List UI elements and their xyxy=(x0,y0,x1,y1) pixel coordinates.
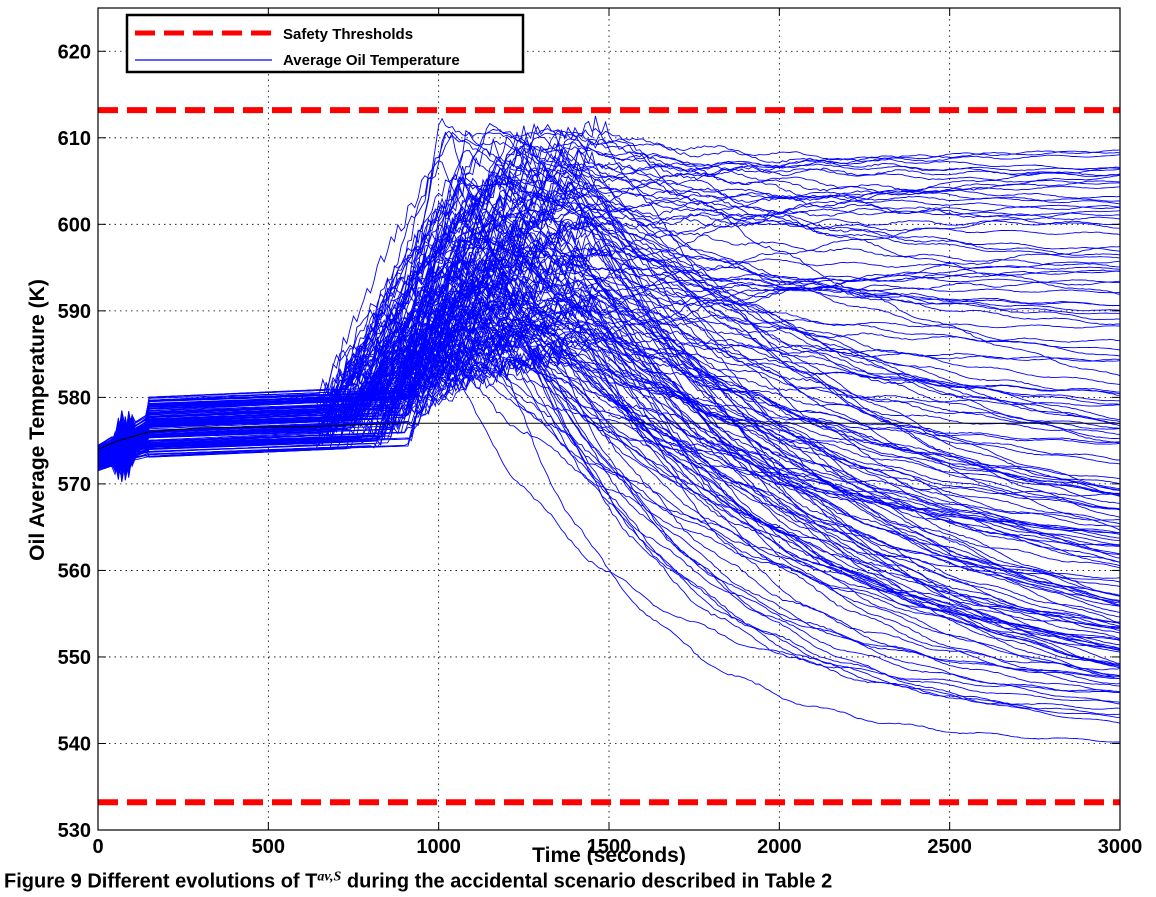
x-tick-label: 2500 xyxy=(927,836,972,858)
temperature-trace xyxy=(97,282,1121,448)
legend-label-safety-thresholds: Safety Thresholds xyxy=(283,26,413,43)
temperature-trace xyxy=(97,275,1121,687)
temperature-trace xyxy=(97,244,1121,450)
temperature-trace xyxy=(97,304,1121,462)
temperature-trace xyxy=(97,294,1121,556)
temperature-trace xyxy=(97,171,1121,559)
x-tick-label: 500 xyxy=(252,836,285,858)
temperature-trace xyxy=(97,181,1121,461)
temperature-trace xyxy=(97,329,1121,632)
temperature-trace xyxy=(97,248,1121,625)
temperature-trace xyxy=(97,316,1121,469)
temperature-trace xyxy=(97,174,1121,546)
temperature-trace xyxy=(97,115,1121,504)
temperature-trace xyxy=(97,247,1121,466)
temperature-trace xyxy=(97,143,1121,693)
threshold-lines xyxy=(98,107,1120,806)
temperature-trace xyxy=(97,270,1120,452)
temperature-trace xyxy=(97,338,1120,547)
nominal-trace xyxy=(97,422,1120,450)
y-tick-label: 540 xyxy=(58,733,91,755)
x-tick-label: 3000 xyxy=(1098,836,1143,858)
temperature-trace xyxy=(97,360,1121,693)
temperature-trace xyxy=(97,343,1121,671)
temperature-trace xyxy=(97,325,1121,525)
temperature-trace xyxy=(97,205,1121,475)
legend-label-average-oil-temperature: Average Oil Temperature xyxy=(283,52,460,69)
nominal-trace-line xyxy=(97,422,1120,450)
x-tick-label: 2000 xyxy=(757,836,802,858)
temperature-trace xyxy=(97,210,1121,456)
y-tick-label: 620 xyxy=(58,41,91,63)
temperature-trace xyxy=(97,277,1120,743)
temperature-trace xyxy=(97,219,1121,468)
temperature-trace xyxy=(97,130,1121,677)
x-tick-label: 1000 xyxy=(416,836,461,858)
temperature-trace xyxy=(97,246,1121,491)
temperature-trace xyxy=(97,251,1121,719)
caption-text: Figure 9 Different evolutions of T xyxy=(4,870,318,893)
figure-caption: Figure 9 Different evolutions of Tav,S d… xyxy=(4,869,832,894)
y-tick-label: 560 xyxy=(58,560,91,582)
y-tick-label: 530 xyxy=(58,820,91,842)
y-tick-label: 600 xyxy=(58,214,91,236)
temperature-trace xyxy=(97,275,1121,642)
legend-box xyxy=(125,13,525,74)
temperature-trace xyxy=(97,269,1121,464)
temperature-trace xyxy=(97,223,1121,640)
temperature-trace xyxy=(97,195,1121,694)
temperature-trace xyxy=(97,120,1121,461)
temperature-trace xyxy=(97,131,1121,459)
y-tick-label: 550 xyxy=(58,647,91,669)
temperature-trace xyxy=(97,333,1121,624)
temperature-trace xyxy=(97,226,1120,464)
temperature-trace xyxy=(97,303,1121,491)
y-tick-label: 610 xyxy=(58,128,91,150)
temperature-trace xyxy=(97,260,1121,465)
y-tick-label: 570 xyxy=(58,474,91,496)
temperature-trace xyxy=(97,256,1121,601)
temperature-trace xyxy=(97,138,1121,461)
temperature-trace xyxy=(97,155,1121,475)
temperature-trace xyxy=(97,258,1120,465)
temperature-trace xyxy=(97,328,1121,710)
temperature-trace xyxy=(97,247,1121,462)
caption-superscript: av,S xyxy=(317,869,342,884)
x-tick-label: 0 xyxy=(92,836,103,858)
temperature-trace xyxy=(97,129,1121,466)
legend: Safety Thresholds Average Oil Temperatur… xyxy=(125,13,525,74)
temperature-trace xyxy=(97,155,1121,461)
temperature-trace xyxy=(97,293,1120,628)
temperature-trace xyxy=(97,295,1121,666)
y-tick-label: 590 xyxy=(58,301,91,323)
temperature-trace xyxy=(97,232,1121,496)
temperature-trace xyxy=(97,192,1121,579)
y-tick-label: 580 xyxy=(58,387,91,409)
y-axis-label: Oil Average Temperature (K) xyxy=(26,279,49,561)
axis-ticks: 0 500 1000 1500 2000 2500 3000 530 540 550 560 570 5… xyxy=(58,8,1143,858)
x-tick-label: 1500 xyxy=(587,836,632,858)
caption-text-rest: during the accidental scenario described… xyxy=(341,870,833,893)
temperature-trace xyxy=(97,312,1121,534)
temperature-trace xyxy=(97,148,1121,531)
chart-canvas: 0 500 1000 1500 2000 2500 3000 530 540 550 560 570 5… xyxy=(26,7,1143,865)
temperature-trace xyxy=(97,177,1121,541)
temperature-trace xyxy=(97,318,1121,461)
series-group xyxy=(97,115,1121,743)
x-axis-label: Time (seconds) xyxy=(532,844,686,865)
